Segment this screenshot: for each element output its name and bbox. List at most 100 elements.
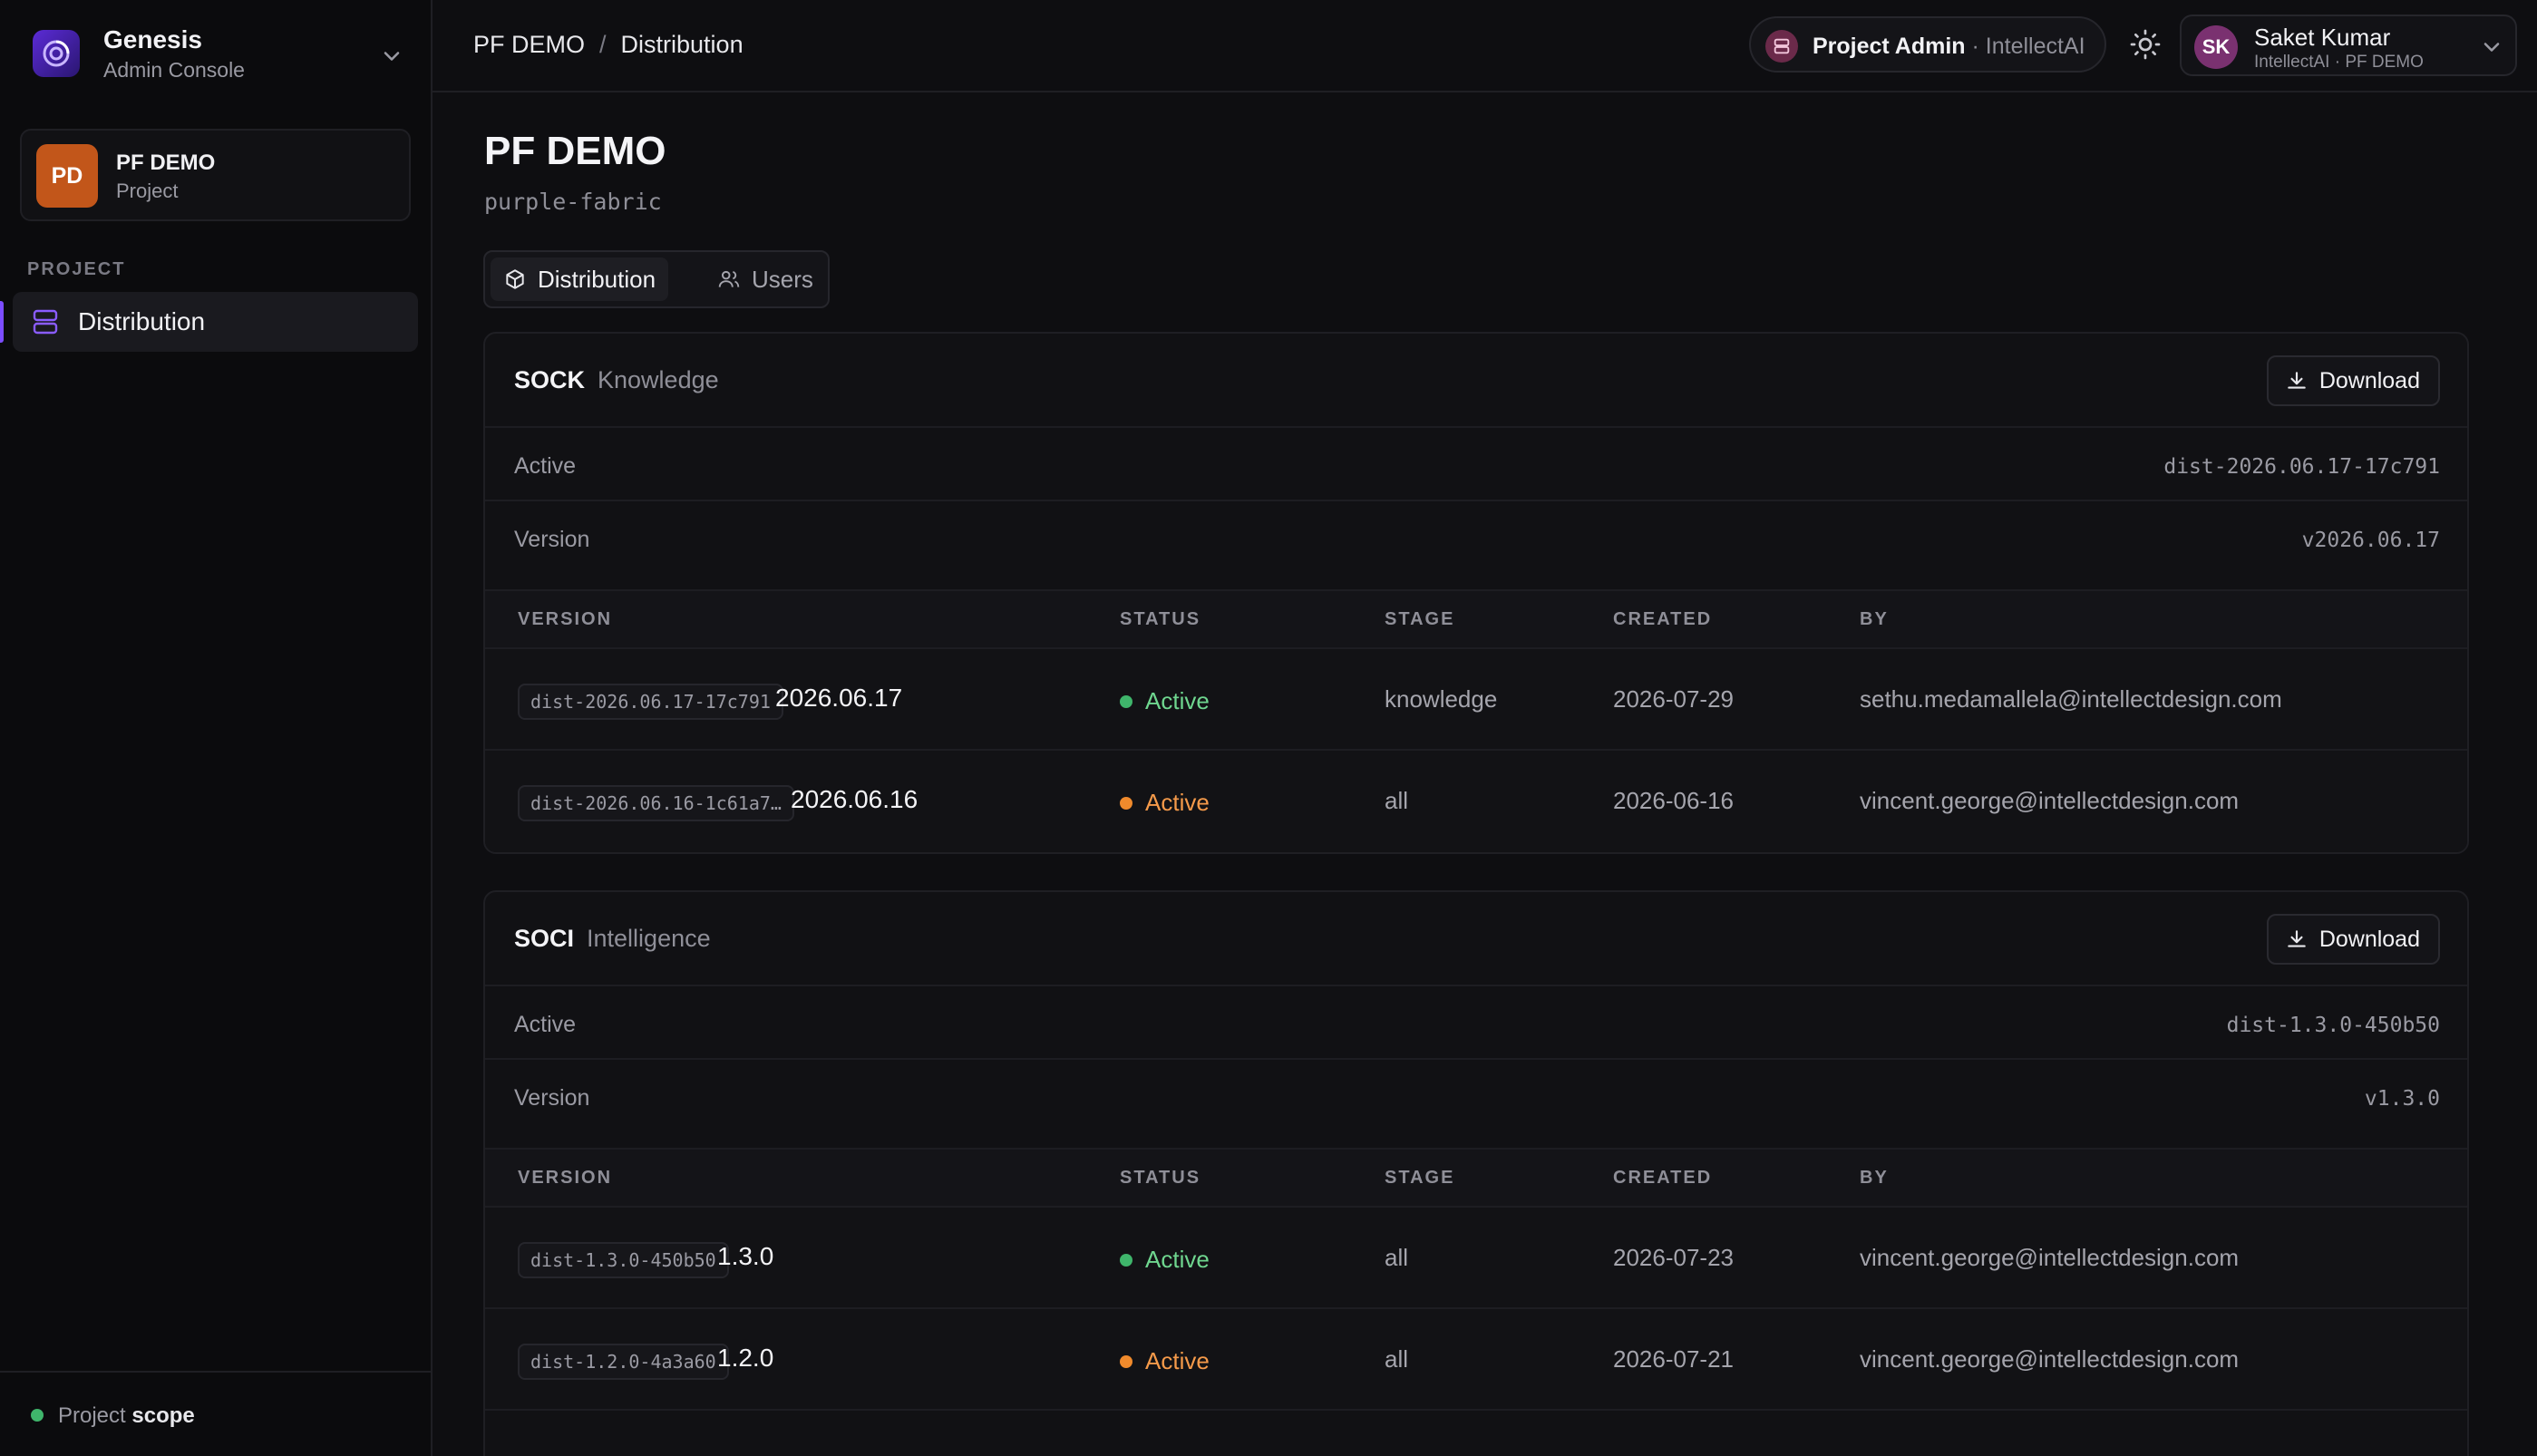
dist-id-tag: dist-1.3.0-450b50 — [518, 1242, 729, 1278]
card-kind: Intelligence — [587, 925, 711, 952]
download-icon — [2288, 372, 2306, 389]
table-row[interactable]: dist-2026.06.17-17c791 2026.06.17 Active… — [485, 649, 2467, 751]
project-card[interactable]: PD PF DEMO Project — [20, 129, 411, 221]
status-badge: Active — [1120, 789, 1210, 817]
genesis-logo-icon — [33, 30, 80, 77]
version-number: 2026.06.16 — [791, 785, 919, 813]
app-subtitle: Admin Console — [103, 58, 245, 82]
active-indicator — [0, 301, 4, 343]
column-header-status: STATUS — [1120, 609, 1201, 629]
box-icon — [506, 269, 524, 289]
app-name: Genesis — [103, 25, 202, 53]
active-label: Active — [514, 1012, 577, 1037]
avatar: SK — [2194, 25, 2238, 69]
project-type: Project — [116, 180, 179, 202]
main-content: PF DEMO purple-fabric Distribution Users… — [433, 92, 2537, 1456]
download-icon — [2288, 930, 2306, 947]
scope-status-dot — [31, 1409, 44, 1422]
users-icon — [718, 270, 740, 287]
tab-label: Users — [752, 265, 813, 293]
card-kind: Knowledge — [598, 366, 719, 393]
version-value: v2026.06.17 — [2301, 529, 2440, 552]
project-name: PF DEMO — [116, 150, 216, 175]
role-label: Project Admin · IntellectAI — [1813, 34, 2085, 60]
scope-prefix: Project — [58, 1403, 126, 1428]
active-value: dist-2026.06.17-17c791 — [2163, 455, 2440, 479]
card-title: SOCI Intelligence — [514, 925, 711, 953]
active-row: Active dist-1.3.0-450b50 — [485, 986, 2467, 1060]
download-label: Download — [2318, 367, 2420, 393]
column-header-created: CREATED — [1613, 1168, 1713, 1188]
column-header-stage: STAGE — [1385, 609, 1455, 629]
page-title: PF DEMO — [484, 129, 666, 173]
table-row[interactable]: dist-1.3.0-450b50 1.3.0 Active all 2026-… — [485, 1208, 2467, 1309]
project-avatar: PD — [36, 144, 98, 208]
app-switcher[interactable]: Genesis Admin Console — [33, 25, 404, 85]
breadcrumb-current: Distribution — [620, 31, 744, 58]
role-name: Project Admin — [1813, 34, 1966, 59]
status-label: Active — [1145, 789, 1210, 816]
stage-cell: all — [1385, 1345, 1409, 1373]
card-title: SOCK Knowledge — [514, 366, 719, 394]
column-header-created: CREATED — [1613, 609, 1713, 629]
created-cell: 2026-07-29 — [1613, 685, 1734, 713]
created-cell: 2026-07-23 — [1613, 1244, 1734, 1271]
breadcrumb-project[interactable]: PF DEMO — [473, 31, 586, 58]
table-row[interactable]: dist-2026.06.16-1c61a7… 2026.06.16 Activ… — [485, 751, 2467, 852]
active-row: Active dist-2026.06.17-17c791 — [485, 428, 2467, 501]
sun-icon[interactable] — [2129, 28, 2162, 61]
version-number: 1.3.0 — [717, 1242, 774, 1270]
by-cell: vincent.george@intellectdesign.com — [1860, 787, 2240, 814]
role-org: · IntellectAI — [1971, 34, 2085, 59]
scope-text: Project scope — [58, 1403, 195, 1429]
version-number: 2026.06.17 — [775, 684, 903, 712]
download-button[interactable]: Download — [2266, 914, 2440, 965]
table-header: VERSION STATUS STAGE CREATED BY — [485, 591, 2467, 649]
topbar: PF DEMO / Distribution Project Admin · I… — [433, 0, 2537, 92]
status-dot — [1120, 1253, 1132, 1267]
active-value: dist-1.3.0-450b50 — [2226, 1014, 2440, 1037]
table-header: VERSION STATUS STAGE CREATED BY — [485, 1150, 2467, 1208]
user-menu[interactable]: SK Saket Kumar IntellectAI · PF DEMO — [2180, 15, 2517, 76]
distribution-card-soci: SOCI Intelligence Download Active dist-1.… — [483, 890, 2469, 1456]
status-label: Active — [1145, 1347, 1210, 1374]
card-name: SOCK — [514, 366, 586, 393]
status-dot — [1120, 796, 1132, 810]
column-header-version: VERSION — [518, 609, 613, 629]
dist-id-tag: dist-1.2.0-4a3a60 — [518, 1344, 729, 1380]
sidebar-item-distribution[interactable]: Distribution — [13, 292, 418, 352]
sidebar: Genesis Admin Console PD PF DEMO Project… — [0, 0, 433, 1456]
by-cell: sethu.medamallela@intellectdesign.com — [1860, 685, 2282, 713]
sidebar-section-label: PROJECT — [27, 259, 126, 279]
card-header: SOCI Intelligence Download — [485, 892, 2467, 986]
page-slug: purple-fabric — [484, 189, 662, 215]
download-label: Download — [2318, 926, 2420, 952]
version-label: Version — [514, 527, 590, 552]
column-header-by: BY — [1860, 1168, 1889, 1188]
created-cell: 2026-07-21 — [1613, 1345, 1734, 1373]
stage-cell: all — [1385, 787, 1409, 814]
user-meta: IntellectAI · PF DEMO — [2254, 53, 2424, 72]
tab-users[interactable]: Users — [705, 257, 826, 301]
table-row[interactable]: dist-1.2.0-4a3a60 1.2.0 Active all 2026-… — [485, 1309, 2467, 1411]
version-value: v1.3.0 — [2364, 1087, 2440, 1111]
status-badge: Active — [1120, 687, 1210, 715]
column-header-status: STATUS — [1120, 1168, 1201, 1188]
server-icon — [33, 309, 58, 335]
version-number: 1.2.0 — [717, 1344, 774, 1372]
stage-cell: all — [1385, 1244, 1409, 1271]
dist-id-tag: dist-2026.06.17-17c791 — [518, 684, 783, 720]
versions-table: VERSION STATUS STAGE CREATED BY dist-202… — [485, 589, 2467, 852]
active-label: Active — [514, 453, 577, 479]
role-switcher[interactable]: Project Admin · IntellectAI — [1749, 16, 2106, 73]
version-row: Version v1.3.0 — [485, 1060, 2467, 1148]
download-button[interactable]: Download — [2266, 355, 2440, 406]
chevron-down-icon — [2484, 43, 2500, 52]
by-cell: vincent.george@intellectdesign.com — [1860, 1345, 2240, 1373]
tab-distribution[interactable]: Distribution — [491, 257, 669, 301]
status-badge: Active — [1120, 1246, 1210, 1274]
scope-footer: Project scope — [0, 1371, 431, 1456]
scope-emphasis: scope — [131, 1403, 195, 1428]
version-row: Version v2026.06.17 — [485, 501, 2467, 589]
version-label: Version — [514, 1085, 590, 1111]
